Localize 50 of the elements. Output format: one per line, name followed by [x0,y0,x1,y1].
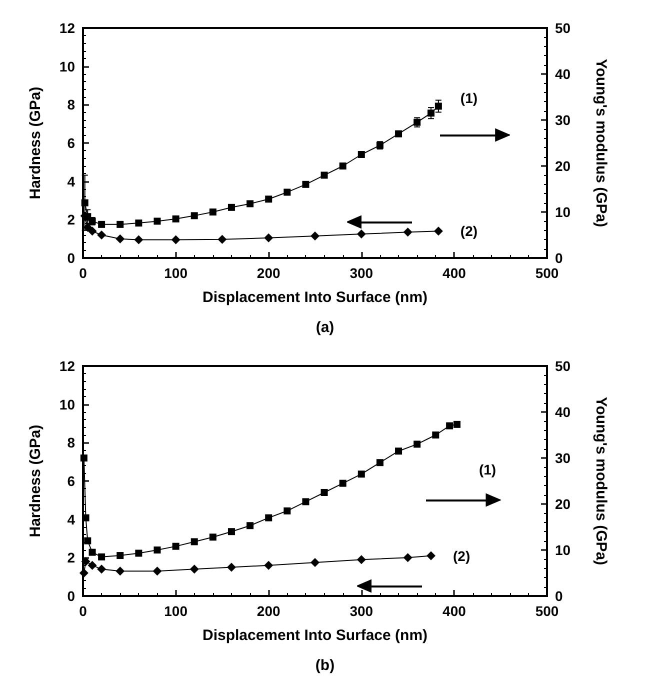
x-tick-label: 300 [350,265,374,281]
y-tick-label: 6 [67,473,76,489]
x-axis-title: Displacement Into Surface (nm) [202,627,428,644]
y2-tick-label: 0 [555,250,563,266]
y2-tick-label: 40 [555,66,571,82]
annotation: (1) [460,90,478,106]
y-tick-label: 8 [67,96,76,113]
y2-tick-label: 10 [555,542,571,558]
text: (b) [315,657,335,674]
x-tick-label: 400 [442,265,466,281]
text: (a) [316,319,334,336]
x-tick-label: 300 [350,603,374,619]
y-tick-label: 2 [67,550,76,566]
y2-tick-label: 40 [555,404,571,420]
y2-tick-label: 20 [555,496,571,512]
y-tick-label: 6 [67,135,76,151]
y-tick-label: 0 [67,250,76,266]
y-axis-title: Hardness (GPa) [27,424,44,538]
x-tick-label: 0 [79,603,88,619]
y-tick-label: 10 [59,396,76,412]
y2-tick-label: 0 [555,588,563,604]
y2-tick-label: 20 [555,158,571,174]
y2-axis-title: Young's modulus (GPa) [592,58,610,228]
y-tick-label: 4 [67,173,76,190]
x-tick-label: 100 [164,603,188,619]
y-tick-label: 0 [67,588,76,604]
annotation: (2) [460,223,478,240]
y-tick-label: 12 [59,20,76,36]
y-tick-label: 4 [67,511,76,528]
y2-tick-label: 10 [555,204,571,220]
x-axis-title: Displacement Into Surface (nm) [202,289,428,306]
y2-axis-title: Young's modulus (GPa) [592,396,610,566]
annotation: (1) [478,461,496,478]
y2-tick-label: 30 [555,112,571,128]
annotation: (2) [453,548,470,564]
x-tick-label: 100 [164,265,188,281]
x-tick-label: 0 [79,265,88,281]
x-tick-label: 200 [256,603,280,619]
y-tick-label: 2 [67,212,76,228]
y-tick-label: 10 [59,58,76,74]
y-tick-label: 12 [59,358,76,374]
x-tick-label: 500 [535,265,559,281]
x-tick-label: 400 [442,603,466,619]
y-tick-label: 8 [67,434,76,451]
y2-tick-label: 50 [555,358,571,374]
x-tick-label: 200 [256,265,280,281]
y2-tick-label: 30 [555,450,571,466]
y2-tick-label: 50 [555,20,571,36]
x-tick-label: 500 [535,603,559,619]
y-axis-title: Hardness (GPa) [27,86,44,200]
